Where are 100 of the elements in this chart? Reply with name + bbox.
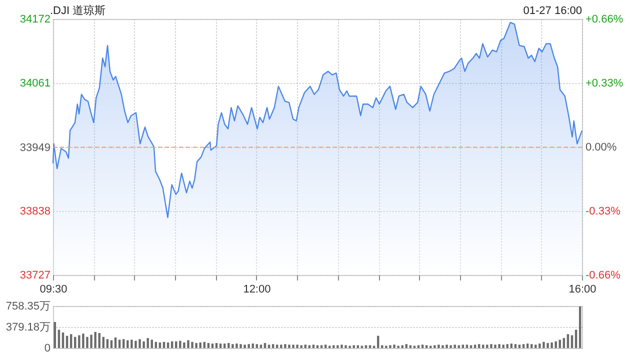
bar xyxy=(296,344,298,348)
bar xyxy=(474,344,476,348)
bar xyxy=(574,330,578,348)
bar xyxy=(62,332,64,348)
bar xyxy=(450,345,452,348)
bar xyxy=(454,344,456,348)
bar xyxy=(126,340,129,348)
bar xyxy=(252,344,254,348)
bar xyxy=(248,344,250,348)
bar xyxy=(280,344,282,348)
bar xyxy=(324,344,327,348)
bar xyxy=(78,335,80,348)
bar xyxy=(506,344,508,348)
bar xyxy=(470,345,472,348)
bar xyxy=(554,341,557,348)
x-tick-label: 12:00 xyxy=(243,284,271,296)
x-tick-label: 16:00 xyxy=(568,284,596,296)
bar xyxy=(434,345,436,348)
bar xyxy=(518,344,521,348)
bar xyxy=(490,344,492,348)
bar xyxy=(502,344,504,348)
bar xyxy=(562,338,566,348)
bar xyxy=(482,344,484,348)
bar xyxy=(166,342,170,348)
bar xyxy=(272,344,274,348)
y2-tick-label: +0.66% xyxy=(586,14,624,26)
y-tick-label: 379.18万 xyxy=(6,322,50,334)
bar xyxy=(389,345,392,348)
bar xyxy=(106,339,109,348)
bar xyxy=(215,343,218,348)
bar xyxy=(70,334,72,348)
bar xyxy=(86,336,88,348)
y-tick-label: 34061 xyxy=(20,77,50,90)
bar xyxy=(446,344,448,348)
y-tick-label: 34172 xyxy=(20,14,50,26)
bar xyxy=(332,345,335,348)
bar xyxy=(546,343,549,348)
bar xyxy=(486,344,488,348)
bar xyxy=(550,342,553,348)
bar xyxy=(82,334,84,348)
bar xyxy=(211,344,214,348)
bar xyxy=(526,344,529,348)
y-tick-label: 758.35万 xyxy=(6,300,50,312)
bar xyxy=(142,341,145,348)
bar xyxy=(578,306,582,348)
y2-tick-label: -0.33% xyxy=(586,206,621,218)
bar xyxy=(264,343,266,348)
bar xyxy=(462,344,464,348)
bar xyxy=(409,345,412,348)
text: 01-27 16:00 xyxy=(523,5,582,17)
bar xyxy=(236,344,238,348)
bar xyxy=(393,344,396,348)
bar xyxy=(74,336,76,348)
bar xyxy=(368,345,372,348)
bar xyxy=(308,345,311,348)
bar xyxy=(150,340,153,348)
bar xyxy=(300,345,302,348)
bar xyxy=(364,345,368,348)
bar xyxy=(179,340,182,348)
bar xyxy=(340,344,343,348)
y-tick-label: 33727 xyxy=(20,270,50,282)
bar xyxy=(534,344,537,348)
bar xyxy=(118,340,121,348)
bar xyxy=(522,344,525,348)
bar xyxy=(232,344,234,348)
bar xyxy=(199,342,202,348)
bar xyxy=(356,345,360,348)
x-tick-label: 09:30 xyxy=(40,284,68,296)
bar xyxy=(352,345,355,348)
bar xyxy=(304,344,306,348)
bar xyxy=(134,340,137,348)
bar xyxy=(312,344,315,348)
bar xyxy=(195,343,198,348)
bar xyxy=(268,344,270,348)
bar xyxy=(276,344,278,348)
bar xyxy=(158,342,162,348)
bar xyxy=(381,345,384,348)
y-tick-label: 33949 xyxy=(20,142,50,154)
bar xyxy=(401,345,404,348)
bar xyxy=(558,340,561,348)
bar xyxy=(122,339,125,348)
bar xyxy=(417,345,420,348)
y-tick-label: 0 xyxy=(44,342,50,354)
y-tick-label: 33838 xyxy=(20,206,50,218)
bar xyxy=(187,340,190,348)
bar xyxy=(336,345,339,348)
bar xyxy=(223,344,226,348)
bar xyxy=(292,344,294,348)
bar xyxy=(240,344,242,348)
bar xyxy=(421,344,424,348)
bar xyxy=(494,344,496,348)
bar xyxy=(102,336,105,348)
bar xyxy=(130,340,133,348)
bar xyxy=(466,344,468,348)
bar xyxy=(90,334,92,348)
bar xyxy=(260,344,262,348)
bar xyxy=(514,344,517,348)
chart-title: .DJI 道琼斯 xyxy=(50,4,106,17)
bar xyxy=(98,333,100,348)
bar xyxy=(316,345,319,348)
